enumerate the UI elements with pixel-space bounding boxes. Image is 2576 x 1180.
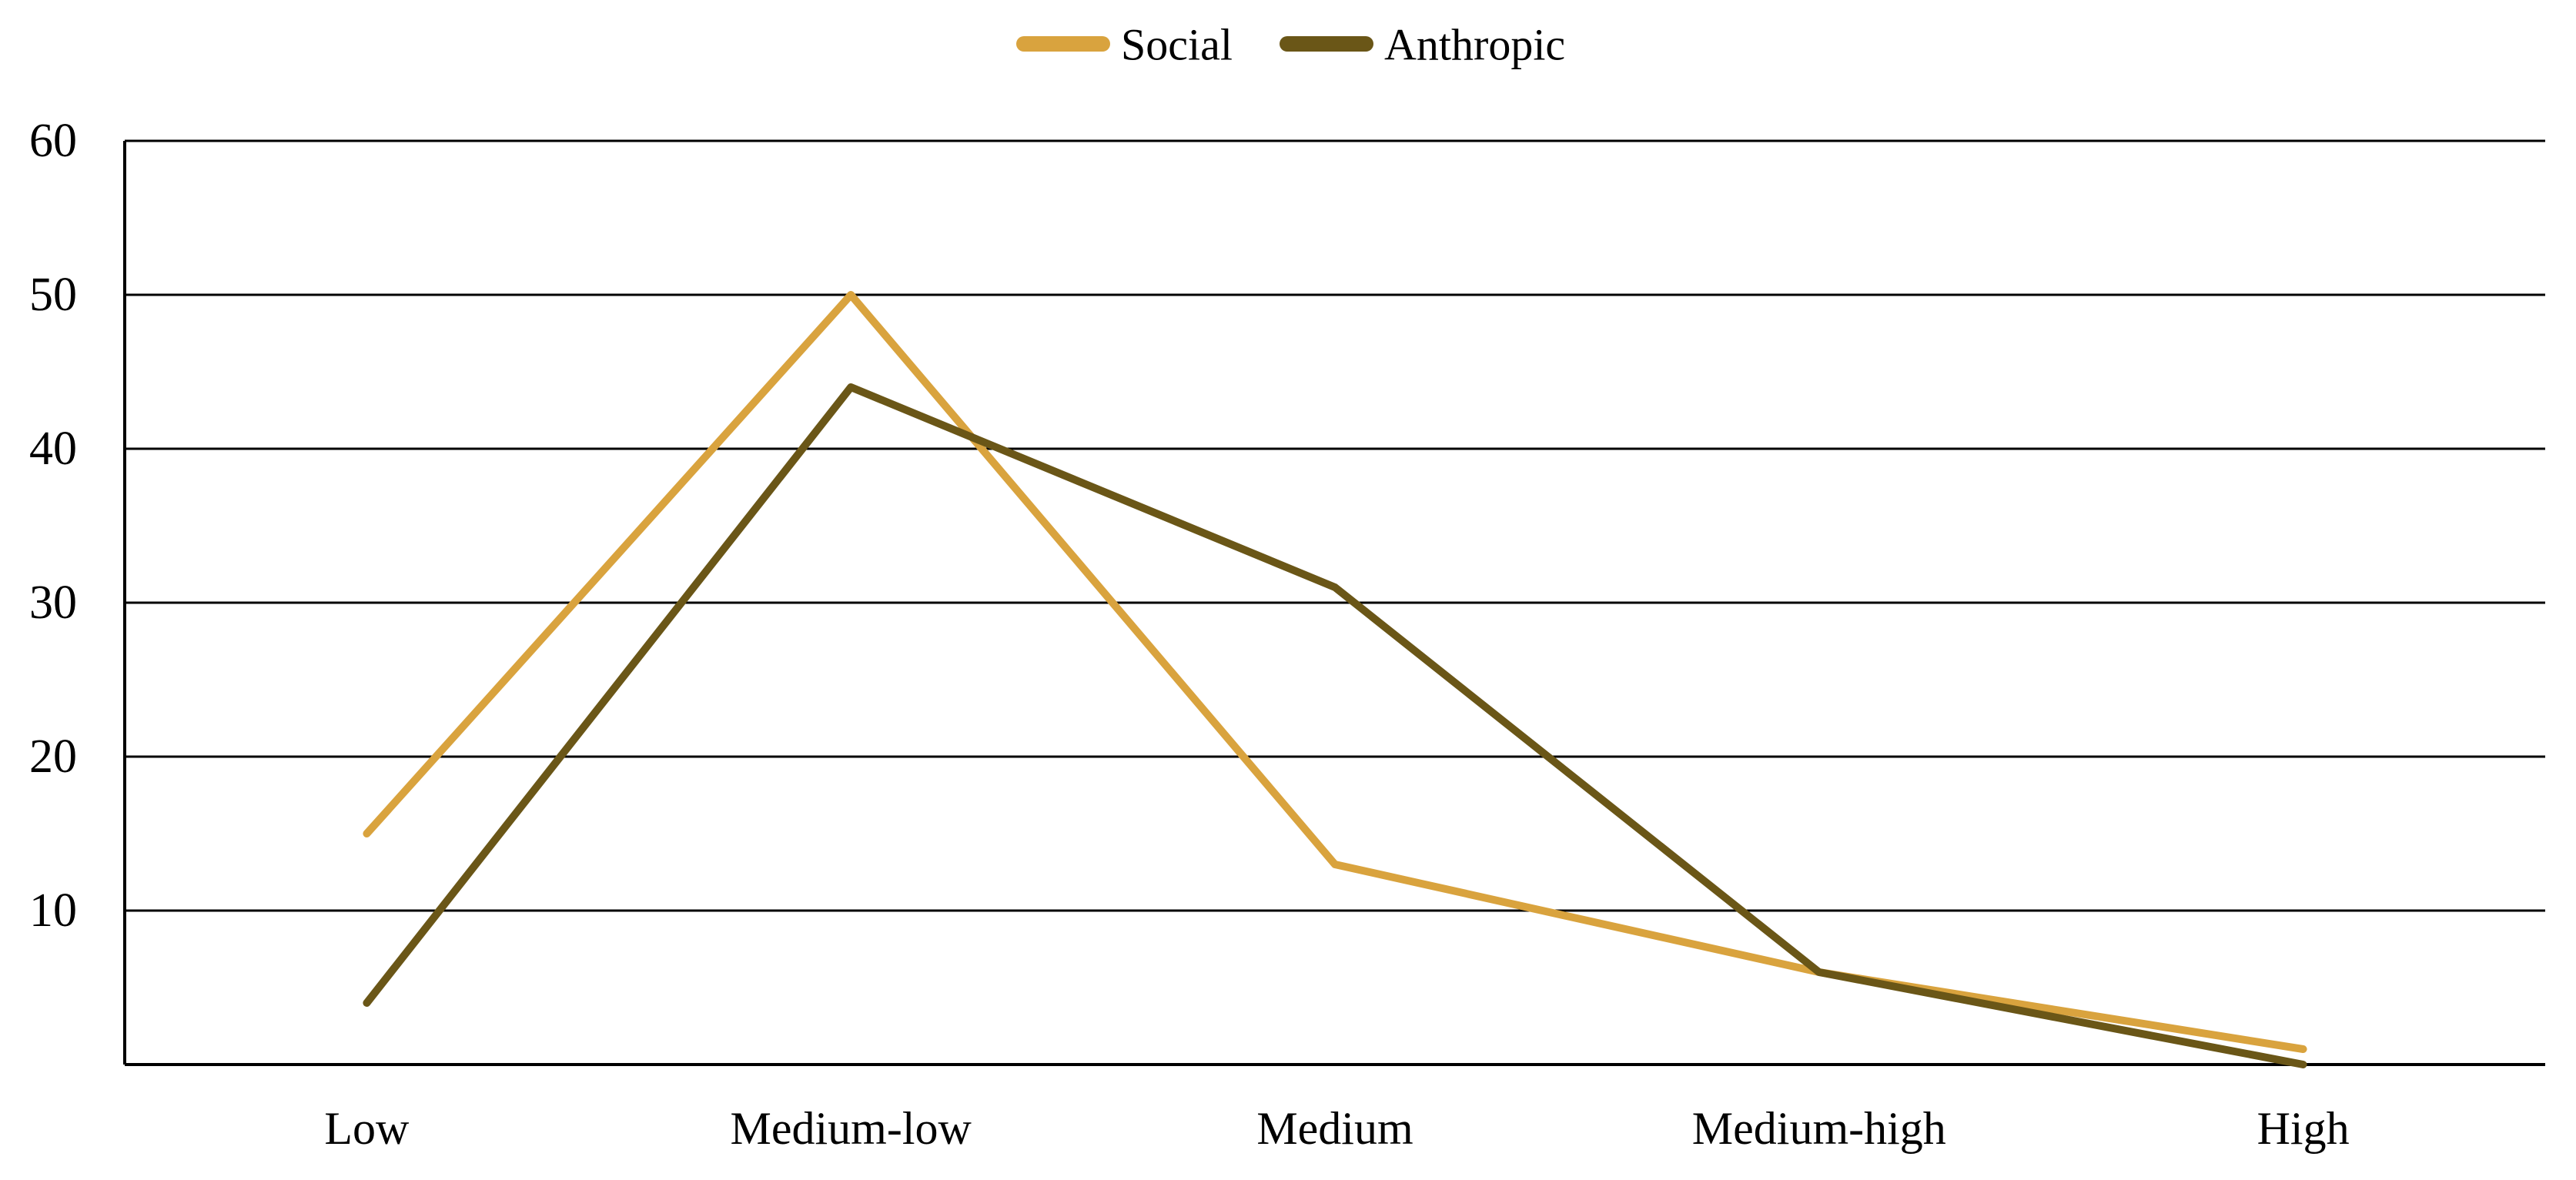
y-tick-label-40: 40 <box>29 423 77 475</box>
gridlines <box>125 139 2545 1066</box>
legend-swatch-social <box>1016 36 1110 52</box>
series-line-anthropic <box>363 383 2307 1068</box>
x-axis-label-medium-low: Medium-low <box>731 1103 972 1154</box>
x-axis-labels: Low Medium-low Medium Medium-high High <box>324 1103 2349 1154</box>
y-axis-tick-labels: 10 20 30 40 50 60 <box>29 115 77 937</box>
y-tick-label-60: 60 <box>29 115 77 167</box>
legend-label-social: Social <box>1121 20 1233 70</box>
legend: Social Anthropic <box>1016 20 1565 70</box>
series-line-social <box>363 291 2307 1053</box>
legend-label-anthropic: Anthropic <box>1384 20 1565 70</box>
y-tick-label-50: 50 <box>29 269 77 321</box>
series-lines <box>363 291 2307 1068</box>
x-axis-label-low: Low <box>324 1103 410 1154</box>
x-axis-label-medium-high: Medium-high <box>1692 1103 1946 1154</box>
x-axis-label-high: High <box>2257 1103 2350 1154</box>
y-tick-label-10: 10 <box>29 884 77 937</box>
y-tick-label-20: 20 <box>29 730 77 783</box>
x-axis-label-medium: Medium <box>1256 1103 1413 1154</box>
legend-swatch-anthropic <box>1280 36 1373 52</box>
y-tick-label-30: 30 <box>29 577 77 629</box>
